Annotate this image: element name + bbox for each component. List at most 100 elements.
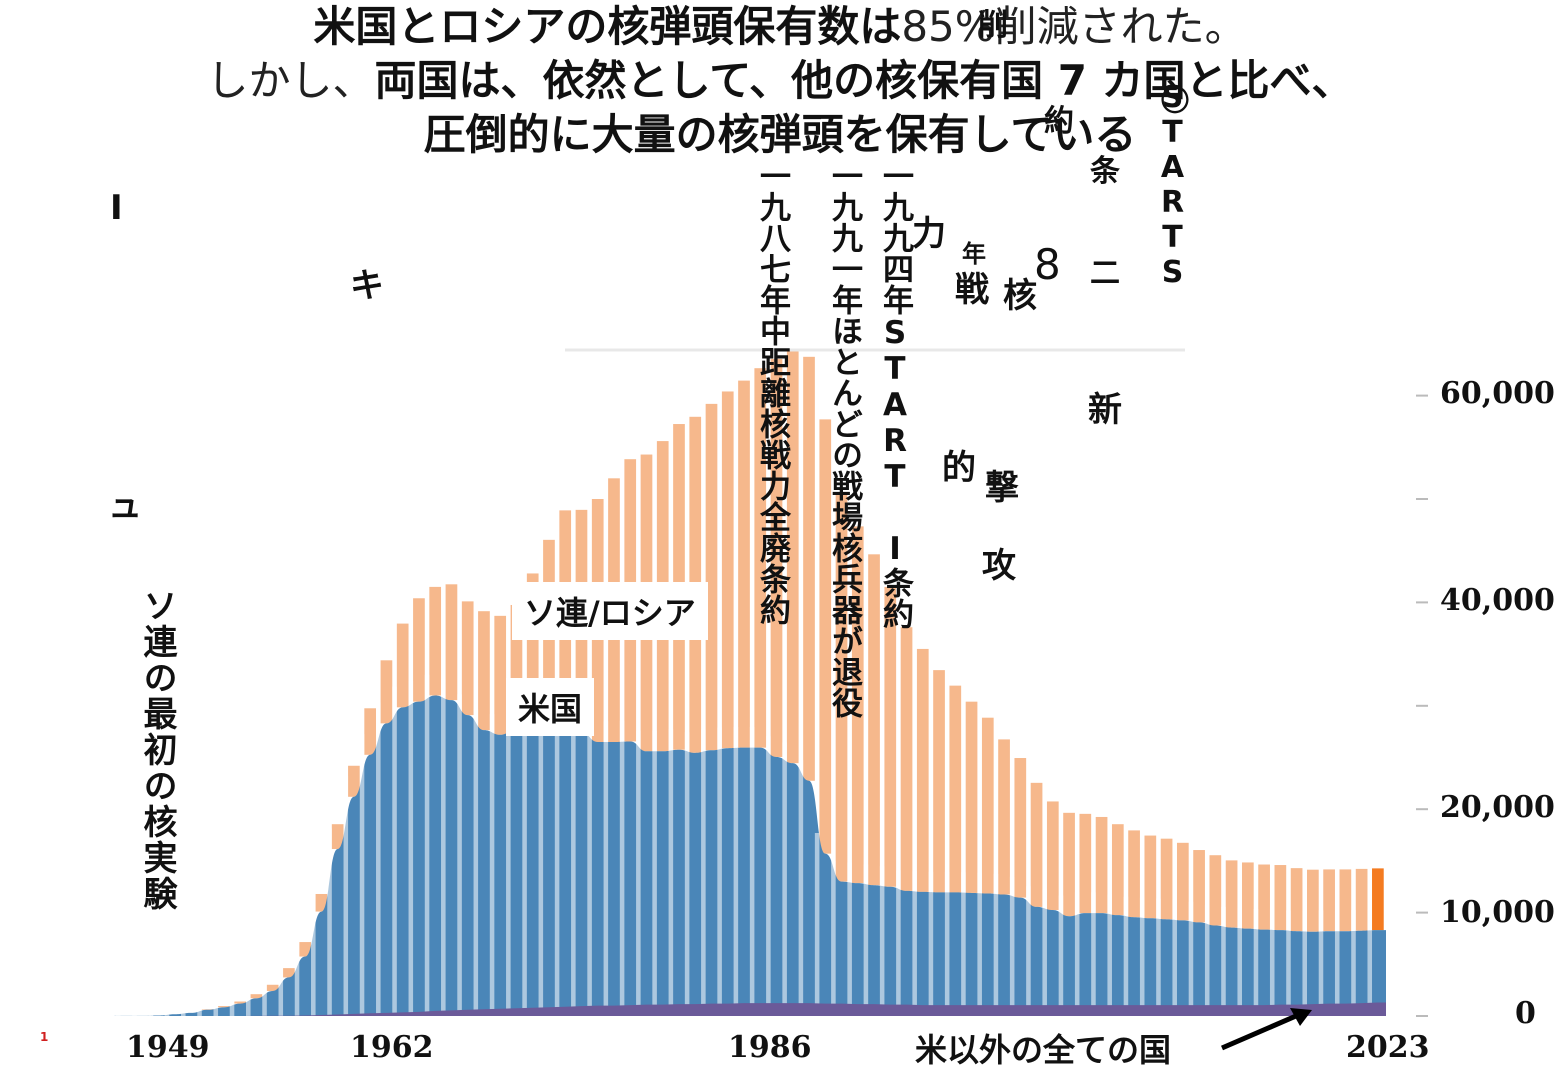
title-line-2-thin: しかし、 (206, 56, 375, 105)
frag-circle: 〇 (1160, 84, 1190, 119)
frag-teki: 的 (942, 448, 976, 488)
frag-eight: 8 (1034, 240, 1061, 289)
bar-russia (348, 765, 360, 797)
bar-russia (526, 573, 539, 729)
bar-russia (445, 584, 458, 701)
label-other-countries: 米以外の全ての国 (915, 1031, 1172, 1069)
bar-russia (299, 942, 312, 957)
bar-russia (770, 358, 783, 757)
title-line-1-thin: 85%削減された。 (901, 2, 1247, 51)
bar-russia (819, 419, 832, 854)
frag-kaku: 核 (1003, 276, 1037, 316)
frag-one: 1 (40, 1030, 49, 1044)
bar-russia (933, 670, 945, 893)
bar-russia (510, 604, 523, 730)
bar-russia (981, 717, 994, 894)
label-russia: ソ連/ロシア (512, 582, 708, 640)
bar-russia (1274, 865, 1287, 931)
bar-russia (1111, 824, 1124, 916)
bar-russia (1193, 850, 1205, 923)
y-tick-40000: 40,000 (1440, 583, 1555, 618)
bar-russia (1339, 869, 1352, 932)
bar-russia (1258, 864, 1270, 930)
bar-russia (1014, 758, 1027, 898)
bar-russia (868, 554, 880, 886)
bar-russia (705, 403, 718, 751)
frag-geki: 撃 (985, 468, 1019, 508)
title-line-1-bold: 米国とロシアの核弾頭保有数は (313, 2, 902, 51)
frag-yu: ュ (108, 486, 142, 526)
bar-russia (1241, 862, 1254, 929)
bar-russia (721, 391, 734, 749)
title-line-3: 圧倒的に大量の核弾頭を保有している (0, 108, 1560, 162)
bar-russia (1046, 801, 1059, 911)
frag-jou: 条 (1090, 154, 1120, 189)
bar-russia (494, 615, 507, 735)
title-line-3-bold: 圧倒的に大量の核弾頭を保有している (423, 110, 1137, 159)
bar-russia (413, 598, 425, 702)
frag-sen: 戦 (955, 270, 989, 310)
bar-russia (1323, 869, 1335, 932)
title-line-2-bold: 両国は、依然として、他の核保有国 7 カ国と比べ、 (374, 56, 1354, 105)
bar-russia (429, 586, 442, 696)
x-tick-2023: 2023 (1346, 1030, 1430, 1065)
bar-russia (315, 893, 328, 912)
bar-russia (478, 611, 490, 731)
annotation-tactical-retired: 一九九一年ほとんどの戦場核兵器が退役 (826, 160, 862, 718)
bar-russia (1030, 782, 1043, 907)
bar-russia (916, 648, 929, 892)
title-block: 米国とロシアの核弾頭保有数は85%削減された。 しかし、両国は、依然として、他の… (0, 0, 1560, 162)
bar-russia (835, 493, 848, 882)
bar-russia (754, 368, 767, 748)
y-tick-0: 0 (1515, 996, 1536, 1031)
frag-kou: 攻 (982, 546, 1016, 586)
frag-ryoku: 力 (912, 214, 946, 254)
bar-russia (1160, 838, 1173, 920)
title-line-1: 米国とロシアの核弾頭保有数は85%削減された。 (0, 0, 1560, 54)
bar-russia (1079, 813, 1092, 914)
frag-yaku: 約 (1044, 104, 1074, 139)
arrow-shaft (1221, 1013, 1297, 1051)
annotation-strats: STARTS (1155, 80, 1190, 290)
bar-russia (1128, 830, 1140, 918)
bar-russia (1063, 812, 1075, 917)
bar-russia (266, 984, 279, 991)
bar-russia (234, 1001, 247, 1004)
bar-russia (1372, 868, 1384, 931)
arrow-head (1290, 1008, 1312, 1026)
bar-russia (1355, 868, 1368, 931)
frag-sakugen: 削 (978, 8, 1008, 43)
bar-russia (250, 994, 263, 999)
x-tick-1962: 1962 (350, 1030, 434, 1065)
y-tick-60000: 60,000 (1440, 376, 1555, 411)
bar-russia (218, 1006, 230, 1008)
annotation-start1: 一九九四年START I条約 (877, 160, 913, 629)
bar-russia (1144, 835, 1157, 919)
bar-russia (1225, 860, 1238, 928)
bar-russia (884, 586, 897, 887)
x-tick-1986: 1986 (728, 1030, 812, 1065)
bar-russia (461, 601, 474, 716)
bar-russia (1209, 855, 1222, 926)
bar-russia (364, 708, 377, 755)
label-us: 米国 (506, 678, 595, 736)
y-tick-10000: 10,000 (1440, 895, 1555, 930)
frag-i: I (110, 188, 123, 228)
title-line-2: しかし、両国は、依然として、他の核保有国 7 カ国と比べ、 (0, 54, 1560, 108)
bar-russia (201, 1009, 214, 1010)
bar-russia (396, 623, 409, 708)
bar-russia (965, 701, 978, 893)
annotation-ussr-first-test: ソ連の最初の核実験 (137, 588, 177, 912)
bar-russia (331, 824, 344, 850)
bar-russia (786, 349, 799, 764)
area-us (102, 695, 1386, 1016)
bar-russia (1095, 816, 1108, 914)
y-tick-20000: 20,000 (1440, 790, 1555, 825)
bar-russia (949, 685, 962, 893)
frag-ki: キ (350, 266, 384, 306)
bar-russia (998, 739, 1010, 895)
frag-ni: 二 (1090, 256, 1120, 291)
bar-russia (1290, 868, 1303, 932)
bar-russia (803, 356, 815, 781)
bar-russia (283, 968, 295, 978)
